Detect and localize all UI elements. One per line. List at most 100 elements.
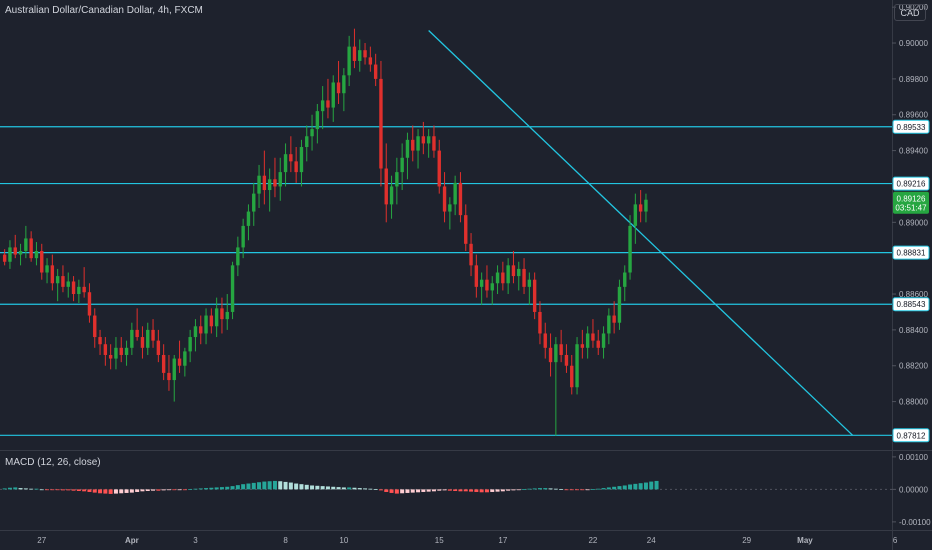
- macd-histogram-bar: [527, 488, 532, 490]
- candle: [50, 254, 55, 291]
- candle: [161, 344, 166, 381]
- candle: [220, 297, 224, 334]
- candle: [8, 240, 12, 269]
- candle-body: [442, 186, 447, 212]
- candle: [177, 340, 182, 373]
- macd-histogram-bar: [352, 487, 357, 490]
- candle: [283, 143, 288, 187]
- candle: [188, 329, 192, 363]
- candle-body: [368, 57, 373, 65]
- candle: [40, 243, 44, 280]
- macd-histogram-bar: [267, 481, 272, 490]
- macd-histogram-bar: [400, 489, 405, 494]
- candle: [623, 265, 627, 302]
- candle-body: [453, 182, 457, 205]
- candle-body: [13, 247, 17, 255]
- candle: [2, 249, 7, 266]
- macd-histogram-bar: [426, 489, 431, 492]
- macd-label[interactable]: MACD (12, 26, close): [5, 457, 101, 468]
- time-tick-label: 29: [742, 536, 751, 545]
- macd-histogram-bar: [633, 483, 638, 490]
- macd-histogram-bar: [469, 489, 474, 492]
- candle-body: [241, 225, 245, 248]
- candle: [257, 164, 261, 208]
- candle-body: [66, 281, 70, 287]
- candle-body: [464, 215, 468, 244]
- candle-body: [225, 311, 229, 320]
- macd-histogram-bar: [294, 483, 299, 490]
- candle: [119, 337, 123, 363]
- macd-histogram-bar: [39, 489, 44, 491]
- candle-body: [585, 333, 590, 348]
- currency-button[interactable]: CAD: [894, 4, 926, 21]
- candle-body: [517, 268, 521, 277]
- candle-body: [114, 347, 118, 359]
- candle: [331, 75, 335, 122]
- macd-histogram-bar: [437, 489, 442, 491]
- macd-histogram-bar: [103, 489, 108, 494]
- candle-body: [421, 136, 426, 144]
- time-axis[interactable]: 27 Apr 3 8 10 15 17 22 24 29 May 6: [37, 536, 898, 545]
- price-tags: 0.89533 0.89216 0.88831 0.88543 0.87812 0.891…: [892, 119, 930, 443]
- candle: [469, 233, 473, 277]
- price-axis[interactable]: 0.90200 0.90000 0.89800 0.89600 0.89400 0.890…: [892, 3, 931, 527]
- candle-body: [373, 64, 378, 79]
- candle: [29, 231, 33, 262]
- macd-histogram-bar: [474, 489, 479, 492]
- macd-histogram-bar: [320, 486, 325, 490]
- macd-histogram-bar: [98, 489, 103, 494]
- time-tick-label: 27: [37, 536, 46, 545]
- macd-histogram-bar: [209, 487, 214, 490]
- macd-histogram-bar: [288, 482, 293, 490]
- macd-histogram-bar: [394, 489, 399, 494]
- candle-body: [458, 182, 463, 216]
- macd-histogram-bar: [193, 488, 198, 490]
- macd-histogram-bar: [590, 489, 595, 490]
- candle-body: [628, 225, 632, 273]
- candle-body: [501, 272, 505, 284]
- level-price-tag: [892, 297, 930, 312]
- price-levels: [0, 126, 892, 436]
- time-tick-label: 3: [193, 536, 198, 545]
- candle: [517, 261, 521, 291]
- candle: [124, 340, 129, 366]
- macd-histogram-bar: [50, 489, 55, 491]
- candle: [214, 297, 219, 338]
- candle-body: [506, 265, 510, 284]
- candle: [389, 175, 394, 219]
- candle: [209, 308, 214, 334]
- candle-body: [363, 50, 367, 58]
- macd-histogram-bar: [272, 480, 277, 490]
- macd-histogram-bar: [29, 488, 34, 490]
- candle: [310, 114, 314, 151]
- candle: [644, 193, 648, 223]
- macd-histogram-bar: [463, 489, 468, 492]
- macd-histogram-bar: [299, 484, 304, 490]
- candle-body: [71, 281, 76, 295]
- candle-body: [543, 333, 547, 348]
- candle-body: [257, 175, 261, 194]
- candle-body: [146, 329, 150, 348]
- macd-histogram-bar: [2, 488, 7, 490]
- candle: [585, 326, 590, 359]
- macd-histogram-bar: [45, 489, 50, 491]
- candle-body: [45, 265, 49, 273]
- macd-histogram-bar: [108, 489, 113, 494]
- candle-body: [108, 354, 113, 359]
- trendline[interactable]: [428, 30, 854, 436]
- candle: [77, 279, 81, 303]
- candle: [570, 354, 574, 395]
- price-tick-label: 0.88600: [899, 290, 928, 299]
- candle-body: [633, 204, 638, 226]
- symbol-title[interactable]: Australian Dollar/Canadian Dollar, 4h, F…: [5, 5, 203, 16]
- macd-histogram-bar: [13, 487, 18, 490]
- macd-histogram-bar: [241, 484, 246, 490]
- candle: [617, 279, 622, 330]
- macd-histogram-bar: [537, 488, 542, 490]
- candle-body: [188, 337, 192, 352]
- candle-body: [469, 243, 473, 266]
- candle: [373, 53, 378, 87]
- macd-histogram-bar: [278, 481, 283, 490]
- candle-body: [527, 279, 532, 287]
- macd-histogram-bar: [453, 489, 458, 491]
